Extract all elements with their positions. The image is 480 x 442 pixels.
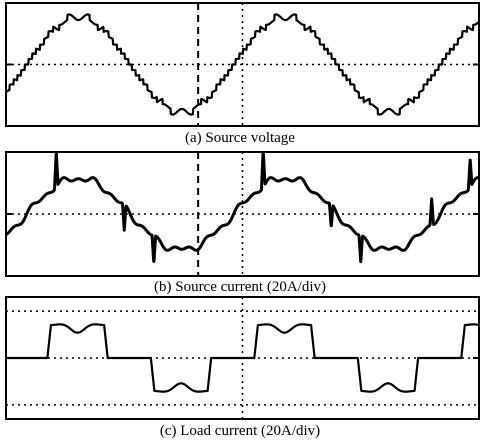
waveform-trace	[6, 323, 479, 393]
waveform-trace	[6, 152, 479, 264]
waveform-trace	[6, 13, 479, 116]
plot-frame	[5, 296, 480, 420]
panel-source-voltage	[5, 2, 480, 127]
panel-source-current	[5, 151, 480, 277]
panel-load-current	[5, 296, 480, 420]
plot-frame	[5, 2, 480, 127]
caption-load-current: (c) Load current (20A/div)	[159, 423, 321, 439]
caption-source-voltage: (a) Source voltage	[185, 130, 295, 146]
caption-source-current: (b) Source current (20A/div)	[153, 279, 327, 295]
plot-frame	[5, 151, 480, 277]
